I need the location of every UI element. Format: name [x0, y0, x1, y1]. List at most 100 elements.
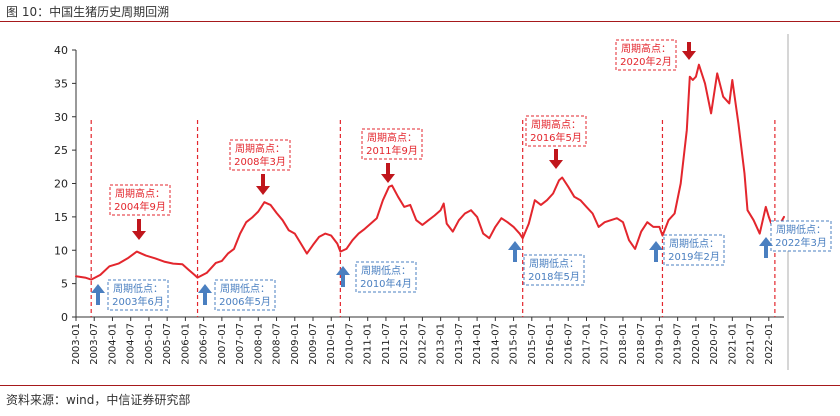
x-tick-label: 2009-07 — [308, 323, 319, 365]
y-tick-label: 25 — [54, 144, 68, 157]
x-tick-label: 2021-01 — [727, 323, 738, 365]
cycle-low-box — [214, 279, 276, 311]
x-tick-label: 2013-07 — [454, 323, 465, 365]
y-tick-label: 40 — [54, 44, 68, 57]
x-tick-label: 2018-07 — [636, 323, 647, 365]
x-tick-label: 2003-01 — [71, 323, 82, 365]
source-note: 资料来源：wind，中信证券研究部 — [6, 393, 191, 407]
annotation-date: 2018年5月 — [528, 270, 580, 283]
x-tick-label: 2007-01 — [217, 323, 228, 365]
annotations: 周期高点：2004年9月周期高点：2008年3月周期高点：2011年9月周期高点… — [91, 39, 832, 311]
annotation-date: 2008年3月 — [234, 155, 286, 168]
x-tick-label: 2006-07 — [199, 323, 210, 365]
low-arrow-head — [198, 284, 212, 293]
annotation-date: 2003年6月 — [112, 295, 164, 308]
x-tick-label: 2022-01 — [764, 323, 775, 365]
x-tick-label: 2004-01 — [107, 323, 118, 365]
x-tick-label: 2010-07 — [344, 323, 355, 365]
y-tick-label: 0 — [61, 311, 68, 324]
low-arrow-head — [759, 237, 773, 246]
bottom-rule — [0, 385, 840, 386]
x-tick-label: 2018-01 — [618, 323, 629, 365]
axes: 0 5 10 15 20 25 30 35 40 2003-01 2003-07 2004-01 200… — [54, 34, 789, 370]
cycle-high-box — [615, 39, 677, 71]
high-arrow-head — [381, 174, 395, 183]
low-arrow-head — [91, 284, 105, 293]
x-tick-label: 2005-07 — [162, 323, 173, 365]
annotation-label: 周期低点： — [113, 282, 163, 295]
high-arrow-head — [682, 51, 696, 60]
low-arrow-head — [649, 241, 663, 250]
x-tick-label: 2006-01 — [180, 323, 191, 365]
annotation-label: 周期高点： — [621, 42, 671, 55]
annotation-label: 周期高点： — [367, 131, 417, 144]
annotation-date: 2019年2月 — [668, 250, 720, 263]
y-tick-label: 5 — [61, 278, 68, 291]
x-tick-label: 2003-07 — [89, 323, 100, 365]
annotation-label: 周期低点： — [220, 282, 270, 295]
high-arrow-head — [132, 231, 146, 240]
annotation-label: 周期高点： — [115, 187, 165, 200]
cycle-high-box — [229, 139, 291, 171]
annotation-date: 2006年5月 — [219, 295, 271, 308]
cycle-low-box — [355, 261, 417, 293]
annotation-label: 周期低点： — [669, 237, 719, 250]
cycle-low-box — [107, 279, 169, 311]
cycle-low-box — [663, 234, 725, 266]
x-tick-label: 2010-01 — [326, 323, 337, 365]
high-arrow-head — [549, 160, 563, 169]
x-tick-label: 2014-01 — [472, 323, 483, 365]
annotation-date: 2022年3月 — [775, 236, 827, 249]
annotation-date: 2010年4月 — [360, 277, 412, 290]
x-tick-label: 2021-07 — [746, 323, 757, 365]
x-tick-label: 2016-01 — [545, 323, 556, 365]
x-tick-label: 2019-01 — [654, 323, 665, 365]
series — [75, 63, 785, 281]
y-tick-label: 15 — [54, 211, 68, 224]
annotation-date: 2011年9月 — [366, 144, 418, 157]
x-tick-label: 2017-07 — [600, 323, 611, 365]
y-tick-label: 20 — [54, 178, 68, 191]
x-tick-label: 2016-07 — [563, 323, 574, 365]
x-tick-label: 2015-07 — [527, 323, 538, 365]
x-tick-label: 2012-01 — [399, 323, 410, 365]
x-tick-label: 2019-07 — [673, 323, 684, 365]
price-series-line — [75, 63, 785, 281]
x-tick-label: 2013-01 — [436, 323, 447, 365]
y-tick-label: 30 — [54, 111, 68, 124]
x-tick-label: 2014-07 — [490, 323, 501, 365]
x-tick-label: 2011-01 — [363, 323, 374, 365]
cycle-high-box — [525, 115, 587, 147]
annotation-label: 周期低点： — [529, 257, 579, 270]
x-tick-label: 2015-01 — [509, 323, 520, 365]
x-tick-label: 2004-07 — [126, 323, 137, 365]
annotation-label: 周期高点： — [531, 118, 581, 131]
x-tick-label: 2020-07 — [709, 323, 720, 365]
y-tick-label: 35 — [54, 77, 68, 90]
cycle-low-box — [770, 220, 832, 252]
x-tick-label: 2020-01 — [691, 323, 702, 365]
annotation-date: 2004年9月 — [114, 200, 166, 213]
cycle-high-box — [109, 184, 171, 216]
annotation-date: 2016年5月 — [530, 131, 582, 144]
x-tick-label: 2008-07 — [272, 323, 283, 365]
y-tick-label: 10 — [54, 244, 68, 257]
cycle-low-box — [523, 254, 585, 286]
annotation-date: 2020年2月 — [620, 55, 672, 68]
x-tick-label: 2012-07 — [417, 323, 428, 365]
cycle-high-box — [361, 128, 423, 160]
pig-price-chart: 0 5 10 15 20 25 30 35 40 2003-01 2003-07 2004-01 200… — [54, 34, 832, 370]
x-tick-label: 2005-01 — [144, 323, 155, 365]
x-tick-label: 2007-07 — [235, 323, 246, 365]
low-arrow-head — [508, 241, 522, 250]
cycle-lines — [90, 120, 776, 317]
top-rule — [0, 21, 840, 22]
x-tick-label: 2009-01 — [290, 323, 301, 365]
x-tick-label: 2017-01 — [581, 323, 592, 365]
x-tick-label: 2008-01 — [253, 323, 264, 365]
low-arrow-head — [336, 266, 350, 275]
annotation-label: 周期高点： — [235, 142, 285, 155]
x-tick-label: 2011-07 — [381, 323, 392, 365]
annotation-label: 周期低点： — [361, 264, 411, 277]
high-arrow-head — [256, 186, 270, 195]
